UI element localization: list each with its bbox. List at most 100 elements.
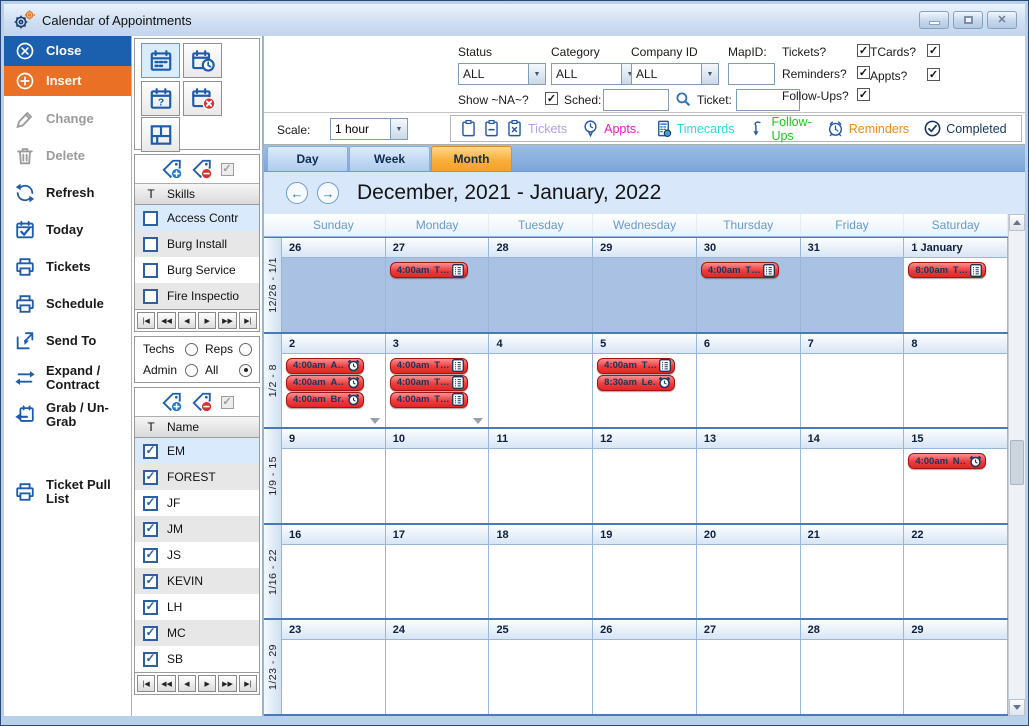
list-row-forest[interactable]: FOREST bbox=[135, 464, 259, 490]
tcards-toggle-checkbox[interactable] bbox=[927, 44, 940, 57]
list-row-kevin[interactable]: KEVIN bbox=[135, 568, 259, 594]
more-events-indicator[interactable] bbox=[369, 418, 380, 425]
day-cell[interactable] bbox=[593, 258, 697, 332]
row-checkbox[interactable] bbox=[143, 443, 158, 459]
radio-admin[interactable] bbox=[185, 363, 198, 377]
event-chip[interactable]: 4:00am T… bbox=[389, 391, 468, 408]
followups-toggle-checkbox[interactable] bbox=[857, 88, 870, 101]
day-cell[interactable] bbox=[696, 449, 801, 523]
day-cell[interactable] bbox=[489, 544, 594, 619]
titlebar[interactable]: Calendar of Appointments ✕ bbox=[4, 4, 1025, 36]
day-cell[interactable] bbox=[489, 640, 594, 714]
list-row-burg-service[interactable]: Burg Service bbox=[135, 257, 259, 283]
pager-button[interactable]: |◀ bbox=[137, 312, 156, 329]
day-cell[interactable] bbox=[282, 640, 386, 714]
list-row-access-contr[interactable]: Access Contr bbox=[135, 205, 259, 231]
day-cell[interactable] bbox=[800, 640, 905, 714]
layout-button[interactable] bbox=[141, 117, 180, 152]
pager-button[interactable]: |◀ bbox=[137, 675, 156, 692]
day-cell[interactable] bbox=[282, 544, 386, 619]
day-cell[interactable] bbox=[800, 353, 905, 428]
day-cell[interactable] bbox=[489, 258, 594, 332]
event-chip[interactable]: 4:00am A… bbox=[286, 357, 364, 374]
pager-button[interactable]: ▶ bbox=[197, 312, 217, 329]
close-button[interactable]: ✕ bbox=[987, 11, 1017, 29]
tag-add-icon[interactable] bbox=[161, 391, 183, 413]
row-checkbox[interactable] bbox=[143, 599, 158, 615]
sidebar-item-today[interactable]: Today bbox=[4, 215, 131, 244]
sidebar-item-expand-contract[interactable]: Expand / Contract bbox=[4, 363, 131, 392]
pager-button[interactable]: ▶| bbox=[238, 675, 257, 692]
day-cell[interactable] bbox=[593, 544, 697, 619]
sidebar-item-close[interactable]: Close bbox=[4, 36, 131, 66]
row-checkbox[interactable] bbox=[143, 625, 158, 641]
calendar-scrollbar[interactable] bbox=[1008, 214, 1025, 716]
list-row-lh[interactable]: LH bbox=[135, 594, 259, 620]
day-cell[interactable] bbox=[282, 449, 386, 523]
appointment-time-button[interactable] bbox=[183, 43, 222, 78]
sidebar-item-delete[interactable]: Delete bbox=[4, 141, 131, 170]
list-row-js[interactable]: JS bbox=[135, 542, 259, 568]
day-cell[interactable] bbox=[385, 640, 490, 714]
event-chip[interactable]: 4:00am T… bbox=[389, 262, 468, 278]
list-row-burg-install[interactable]: Burg Install bbox=[135, 231, 259, 257]
sidebar-item-insert[interactable]: Insert bbox=[4, 66, 131, 96]
list-row-em[interactable]: EM bbox=[135, 438, 259, 464]
event-chip[interactable]: 4:00am T… bbox=[389, 357, 468, 374]
tag-remove-icon[interactable] bbox=[191, 158, 213, 180]
show-na-checkbox[interactable] bbox=[545, 92, 558, 105]
event-chip[interactable]: 4:00am N… bbox=[908, 453, 987, 470]
day-cell[interactable]: 4:00am T… bbox=[385, 258, 490, 332]
day-cell[interactable]: 8:00am T… bbox=[904, 258, 1009, 332]
sched-input[interactable] bbox=[603, 89, 669, 111]
pager-button[interactable]: ▶| bbox=[238, 312, 257, 329]
tag-remove-icon[interactable] bbox=[191, 391, 213, 413]
list-row-sb[interactable]: SB bbox=[135, 646, 259, 672]
sidebar-item-grab-un-grab[interactable]: Grab / Un-Grab bbox=[4, 400, 131, 429]
day-cell[interactable] bbox=[696, 544, 801, 619]
tag-add-icon[interactable] bbox=[161, 158, 183, 180]
day-cell[interactable] bbox=[489, 353, 594, 428]
sidebar-item-ticket-pull-list[interactable]: Ticket Pull List bbox=[4, 477, 131, 506]
dropdown-arrow-icon[interactable]: ▼ bbox=[528, 64, 545, 84]
search-icon[interactable] bbox=[674, 90, 692, 108]
day-cell[interactable] bbox=[489, 449, 594, 523]
row-checkbox[interactable] bbox=[143, 288, 158, 304]
list-row-fire-inspectio[interactable]: Fire Inspectio bbox=[135, 283, 259, 309]
prev-period-button[interactable]: ← bbox=[286, 182, 308, 204]
ticket-input[interactable] bbox=[736, 89, 800, 111]
row-checkbox[interactable] bbox=[143, 573, 158, 589]
day-cell[interactable]: 4:00am T… bbox=[696, 258, 801, 332]
sidebar-item-tickets[interactable]: Tickets bbox=[4, 252, 131, 281]
list-row-mc[interactable]: MC bbox=[135, 620, 259, 646]
day-cell[interactable] bbox=[593, 640, 697, 714]
more-events-indicator[interactable] bbox=[473, 418, 484, 425]
event-chip[interactable]: 4:00am A… bbox=[286, 374, 364, 391]
row-checkbox[interactable] bbox=[143, 210, 158, 226]
sidebar-item-send-to[interactable]: Send To bbox=[4, 326, 131, 355]
event-chip[interactable]: 8:30am Le… bbox=[597, 374, 676, 391]
dropdown-arrow-icon[interactable]: ▼ bbox=[701, 64, 718, 84]
category-dropdown[interactable]: ALL ▼ bbox=[551, 63, 639, 85]
day-cell[interactable] bbox=[800, 258, 905, 332]
tab-month[interactable]: Month bbox=[431, 146, 512, 171]
sidebar-item-schedule[interactable]: Schedule bbox=[4, 289, 131, 318]
day-cell[interactable] bbox=[800, 544, 905, 619]
day-cell[interactable]: 4:00am T… 4:00am T… 4:00am T… bbox=[385, 353, 490, 428]
pager-button[interactable]: ◀◀ bbox=[157, 312, 176, 329]
scale-dropdown[interactable]: 1 hour ▼ bbox=[330, 118, 408, 140]
pager-button[interactable]: ◀ bbox=[177, 675, 196, 692]
row-checkbox[interactable] bbox=[143, 236, 158, 252]
list-row-jf[interactable]: JF bbox=[135, 490, 259, 516]
next-period-button[interactable]: → bbox=[317, 182, 339, 204]
row-checkbox[interactable] bbox=[143, 469, 158, 485]
row-checkbox[interactable] bbox=[143, 521, 158, 537]
calendar-delete-button[interactable] bbox=[183, 81, 222, 116]
sidebar-item-refresh[interactable]: Refresh bbox=[4, 178, 131, 207]
radio-reps[interactable] bbox=[239, 342, 252, 356]
day-cell[interactable] bbox=[282, 258, 386, 332]
calendar-query-button[interactable]: ? bbox=[141, 81, 180, 116]
tab-week[interactable]: Week bbox=[349, 146, 430, 171]
reminders-toggle-checkbox[interactable] bbox=[857, 66, 870, 79]
status-dropdown[interactable]: ALL ▼ bbox=[458, 63, 546, 85]
